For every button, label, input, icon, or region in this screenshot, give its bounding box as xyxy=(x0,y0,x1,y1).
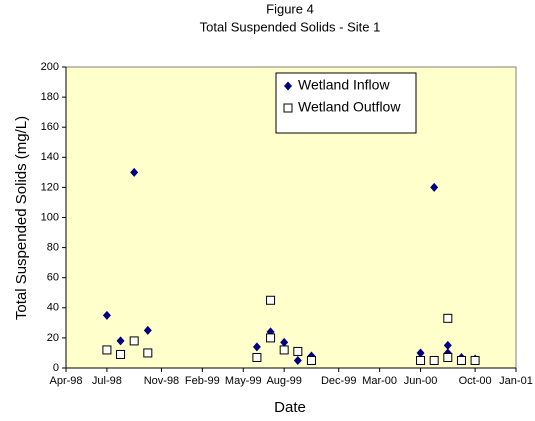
marker xyxy=(102,310,111,320)
y-tick-label: 20 xyxy=(47,332,59,344)
y-tick-label: 100 xyxy=(41,211,59,223)
x-tick-label: May-99 xyxy=(225,375,262,387)
marker xyxy=(266,333,276,343)
marker xyxy=(252,342,261,352)
marker xyxy=(443,352,453,362)
marker xyxy=(416,355,426,365)
marker xyxy=(443,313,453,323)
marker xyxy=(416,348,425,358)
marker xyxy=(129,336,139,346)
marker xyxy=(280,337,289,347)
legend-label: Wetland Inflow xyxy=(298,77,390,93)
y-tick-label: 80 xyxy=(47,242,59,254)
marker xyxy=(266,295,276,305)
legend-box xyxy=(275,72,417,134)
x-tick-label: Jul-98 xyxy=(92,375,122,387)
marker xyxy=(293,346,303,356)
y-axis-title: Total Suspended Solids (mg/L) xyxy=(13,116,30,320)
x-tick-label: Dec-99 xyxy=(321,375,356,387)
x-tick-label: Jun-00 xyxy=(404,375,438,387)
y-tick-label: 60 xyxy=(47,272,59,284)
y-tick-label: 160 xyxy=(41,121,59,133)
y-tick-label: 180 xyxy=(41,91,59,103)
marker xyxy=(252,352,262,362)
x-tick-label: Aug-99 xyxy=(266,375,301,387)
chart-subtitle: Total Suspended Solids - Site 1 xyxy=(200,19,381,34)
x-tick-label: Jan-01 xyxy=(499,375,533,387)
x-tick-label: Nov-98 xyxy=(144,375,179,387)
legend-label: Wetland Outflow xyxy=(298,99,401,115)
marker xyxy=(470,355,480,365)
marker xyxy=(456,355,466,365)
chart-title: Figure 4 xyxy=(266,1,314,16)
y-tick-label: 200 xyxy=(41,61,59,73)
marker xyxy=(102,345,112,355)
marker xyxy=(293,355,302,365)
marker xyxy=(443,340,452,350)
marker xyxy=(283,103,293,113)
marker xyxy=(143,325,152,335)
x-tick-label: Apr-98 xyxy=(49,375,82,387)
marker xyxy=(279,345,289,355)
marker xyxy=(430,182,439,192)
marker xyxy=(116,349,126,359)
marker xyxy=(130,167,139,177)
x-tick-label: Oct-00 xyxy=(459,375,492,387)
x-tick-label: Feb-99 xyxy=(185,375,220,387)
y-tick-label: 120 xyxy=(41,181,59,193)
marker xyxy=(306,355,316,365)
y-tick-label: 40 xyxy=(47,302,59,314)
x-tick-label: Mar-00 xyxy=(362,375,397,387)
marker xyxy=(116,336,125,346)
marker xyxy=(429,355,439,365)
marker xyxy=(143,348,153,358)
x-axis-title: Date xyxy=(274,399,306,416)
marker xyxy=(284,81,292,91)
legend: Wetland Inflow Wetland Outflow xyxy=(275,72,417,134)
y-tick-label: 140 xyxy=(41,151,59,163)
y-tick-label: 0 xyxy=(53,362,59,374)
